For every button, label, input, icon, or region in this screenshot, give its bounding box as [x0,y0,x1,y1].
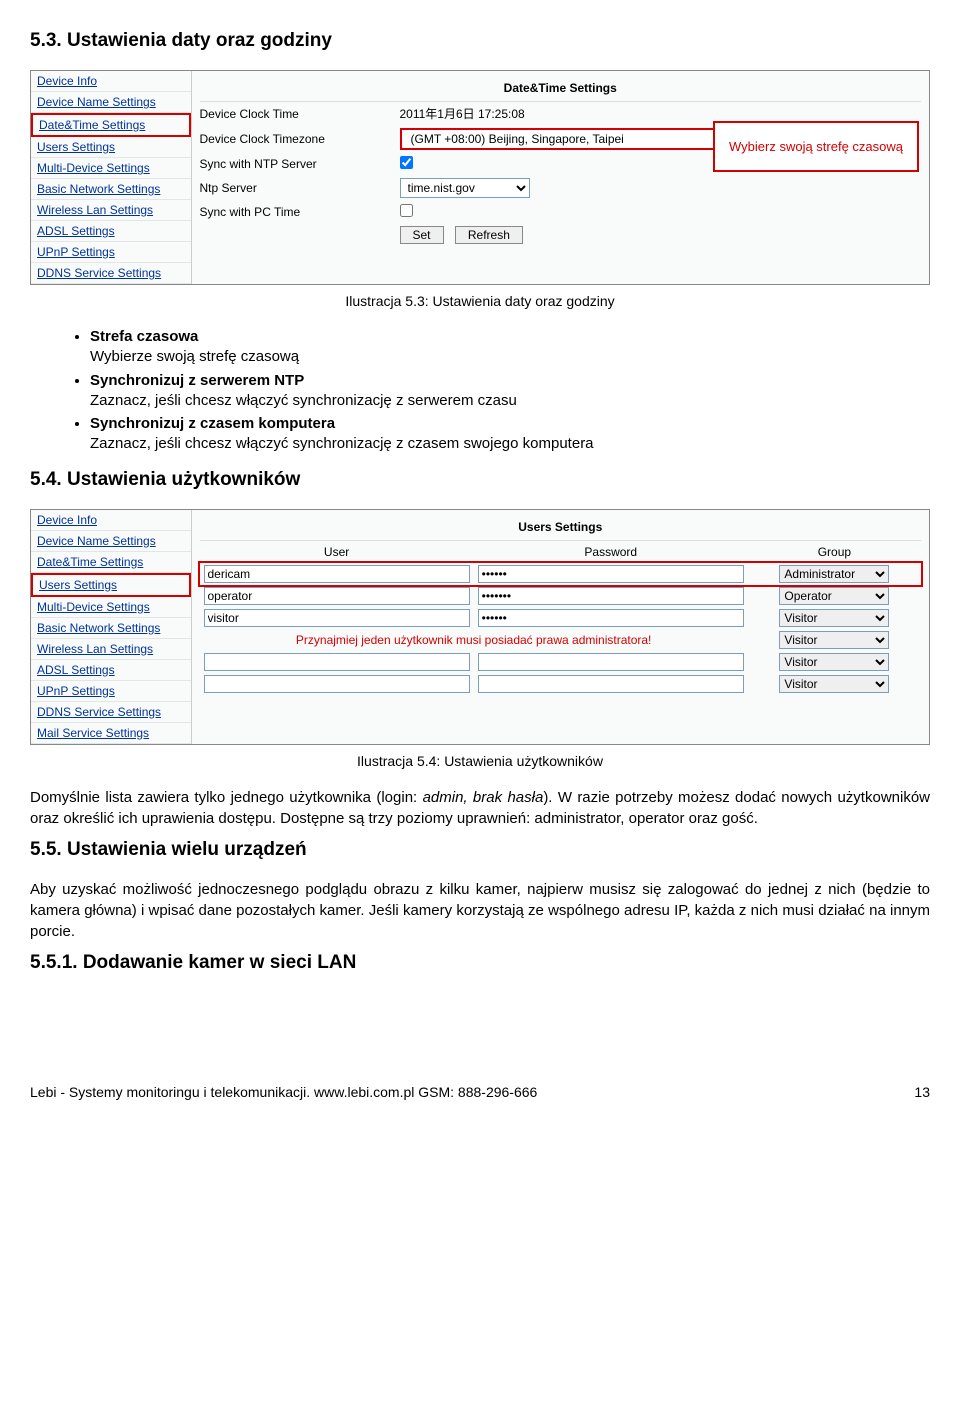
bullet-bold: Strefa czasowa [90,328,198,345]
bullet-bold: Synchronizuj z czasem komputera [90,415,335,432]
user-input[interactable] [204,653,470,671]
caption-5-4: Ilustracja 5.4: Ustawienia użytkowników [30,753,930,769]
group-select[interactable]: Visitor [779,653,889,671]
col-user: User [200,541,474,563]
user-input[interactable] [204,675,470,693]
group-select[interactable]: Visitor [779,609,889,627]
panel-title: Date&Time Settings [200,75,922,102]
sidebar-item-active[interactable]: Users Settings [31,573,191,597]
sidebar-item[interactable]: Basic Network Settings [31,179,191,200]
table-row: Przynajmiej jeden użytkownik musi posiad… [200,629,922,651]
sidebar-5-3: Device Info Device Name Settings Date&Ti… [31,71,191,284]
sidebar-item[interactable]: Users Settings [31,137,191,158]
callout-timezone: Wybierz swoją strefę czasową [713,121,919,172]
table-row: Visitor [200,651,922,673]
password-input[interactable] [478,565,744,583]
sidebar-item[interactable]: Basic Network Settings [31,618,191,639]
group-select[interactable]: Operator [779,587,889,605]
admin-warning: Przynajmiej jeden użytkownik musi posiad… [200,629,748,651]
table-row: Visitor [200,607,922,629]
sidebar-item[interactable]: Wireless Lan Settings [31,200,191,221]
sidebar-item[interactable]: Date&Time Settings [31,552,191,573]
list-item: Synchronizuj z serwerem NTP Zaznacz, jeś… [90,371,930,412]
para-text: Domyślnie lista zawiera tylko jednego uż… [30,789,423,806]
sidebar-item-active[interactable]: Date&Time Settings [31,113,191,137]
refresh-button[interactable]: Refresh [455,226,523,244]
para-5-4: Domyślnie lista zawiera tylko jednego uż… [30,787,930,829]
sidebar-item[interactable]: UPnP Settings [31,242,191,263]
sidebar-item[interactable]: DDNS Service Settings [31,702,191,723]
page-number: 13 [914,1084,930,1100]
caption-5-3: Ilustracja 5.3: Ustawienia daty oraz god… [30,293,930,309]
bullet-sub: Zaznacz, jeśli chcesz włączyć synchroniz… [90,435,594,452]
checkbox-sync-pc[interactable] [400,204,413,217]
sidebar-item[interactable]: ADSL Settings [31,221,191,242]
checkbox-sync-ntp[interactable] [400,156,413,169]
label-sync-ntp: Sync with NTP Server [200,157,400,171]
set-button[interactable]: Set [400,226,444,244]
sidebar-item[interactable]: DDNS Service Settings [31,263,191,284]
sidebar-5-4: Device Info Device Name Settings Date&Ti… [31,510,191,744]
bullet-sub: Wybierze swoją strefę czasową [90,348,299,365]
sidebar-item[interactable]: UPnP Settings [31,681,191,702]
sidebar-item[interactable]: ADSL Settings [31,660,191,681]
col-group: Group [748,541,921,563]
bullet-bold: Synchronizuj z serwerem NTP [90,372,304,389]
para-italic: admin, brak hasła [423,789,544,806]
label-clock-time: Device Clock Time [200,107,400,121]
screenshot-date-time: Device Info Device Name Settings Date&Ti… [30,70,930,285]
table-row: Operator [200,585,922,607]
value-clock-time: 2011年1月6日 17:25:08 [400,105,922,122]
page-footer: Lebi - Systemy monitoringu i telekomunik… [30,1084,930,1100]
heading-5-5: 5.5. Ustawienia wielu urządzeń [30,839,930,861]
col-password: Password [474,541,748,563]
sidebar-item[interactable]: Device Name Settings [31,531,191,552]
heading-5-3: 5.3. Ustawienia daty oraz godziny [30,30,930,52]
users-table: User Password Group Administrator Operat… [200,541,922,695]
sidebar-item[interactable]: Multi-Device Settings [31,158,191,179]
group-select[interactable]: Visitor [779,631,889,649]
screenshot-users: Device Info Device Name Settings Date&Ti… [30,509,930,745]
password-input[interactable] [478,587,744,605]
heading-5-5-1: 5.5.1. Dodawanie kamer w sieci LAN [30,952,930,974]
sidebar-item[interactable]: Device Info [31,510,191,531]
panel-title: Users Settings [200,514,922,541]
bullet-list-5-3: Strefa czasowa Wybierze swoją strefę cza… [90,327,930,455]
password-input[interactable] [478,675,744,693]
timezone-highlight: (GMT +08:00) Beijing, Singapore, Taipei [400,128,730,150]
label-ntp-server: Ntp Server [200,181,400,195]
group-select[interactable]: Visitor [779,675,889,693]
user-input[interactable] [204,609,470,627]
footer-text: Lebi - Systemy monitoringu i telekomunik… [30,1084,537,1100]
table-row: Administrator [200,563,922,585]
label-timezone: Device Clock Timezone [200,132,400,146]
user-input[interactable] [204,587,470,605]
para-5-5: Aby uzyskać możliwość jednoczesnego podg… [30,879,930,942]
sidebar-item[interactable]: Device Name Settings [31,92,191,113]
password-input[interactable] [478,653,744,671]
heading-5-4: 5.4. Ustawienia użytkowników [30,469,930,491]
sidebar-item[interactable]: Multi-Device Settings [31,597,191,618]
user-input[interactable] [204,565,470,583]
list-item: Synchronizuj z czasem komputera Zaznacz,… [90,414,930,455]
table-row: Visitor [200,673,922,695]
bullet-sub: Zaznacz, jeśli chcesz włączyć synchroniz… [90,392,517,409]
timezone-select[interactable]: (GMT +08:00) Beijing, Singapore, Taipei [404,130,726,148]
group-select[interactable]: Administrator [779,565,889,583]
password-input[interactable] [478,609,744,627]
ntp-server-select[interactable]: time.nist.gov [400,178,530,198]
list-item: Strefa czasowa Wybierze swoją strefę cza… [90,327,930,368]
sidebar-item[interactable]: Mail Service Settings [31,723,191,744]
sidebar-item[interactable]: Wireless Lan Settings [31,639,191,660]
label-sync-pc: Sync with PC Time [200,205,400,219]
sidebar-item[interactable]: Device Info [31,71,191,92]
